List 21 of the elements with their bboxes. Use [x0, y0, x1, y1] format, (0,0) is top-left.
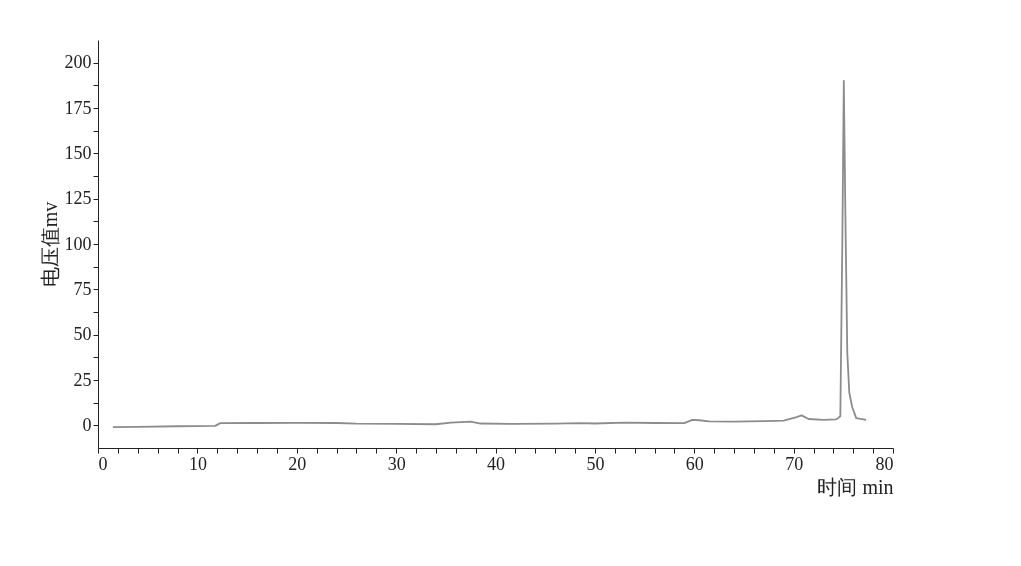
- y-tick-label: 100: [64, 233, 92, 254]
- y-tick-label: 25: [73, 369, 92, 390]
- y-tick-label: 150: [64, 142, 92, 163]
- x-tick-label: 40: [487, 453, 505, 474]
- x-tick-label: 80: [875, 453, 894, 474]
- x-tick-label: 30: [387, 453, 406, 474]
- y-tick-label: 50: [73, 324, 92, 345]
- x-tick-label: 0: [98, 453, 108, 474]
- y-tick-label: 125: [64, 188, 92, 209]
- y-tick-label: 75: [73, 278, 92, 299]
- x-tick-label: 20: [288, 453, 307, 474]
- x-tick-label: 10: [188, 453, 207, 474]
- y-tick-label: 175: [64, 97, 92, 118]
- x-axis-title: 时间 min: [817, 475, 894, 498]
- x-tick-label: 50: [586, 453, 605, 474]
- y-axis-title: 电压值mv: [38, 201, 61, 288]
- x-tick-label: 60: [685, 453, 704, 474]
- y-tick-label: 200: [64, 52, 92, 73]
- y-tick-label: 0: [82, 414, 92, 435]
- x-tick-label: 70: [785, 453, 804, 474]
- line-series: [112, 79, 868, 429]
